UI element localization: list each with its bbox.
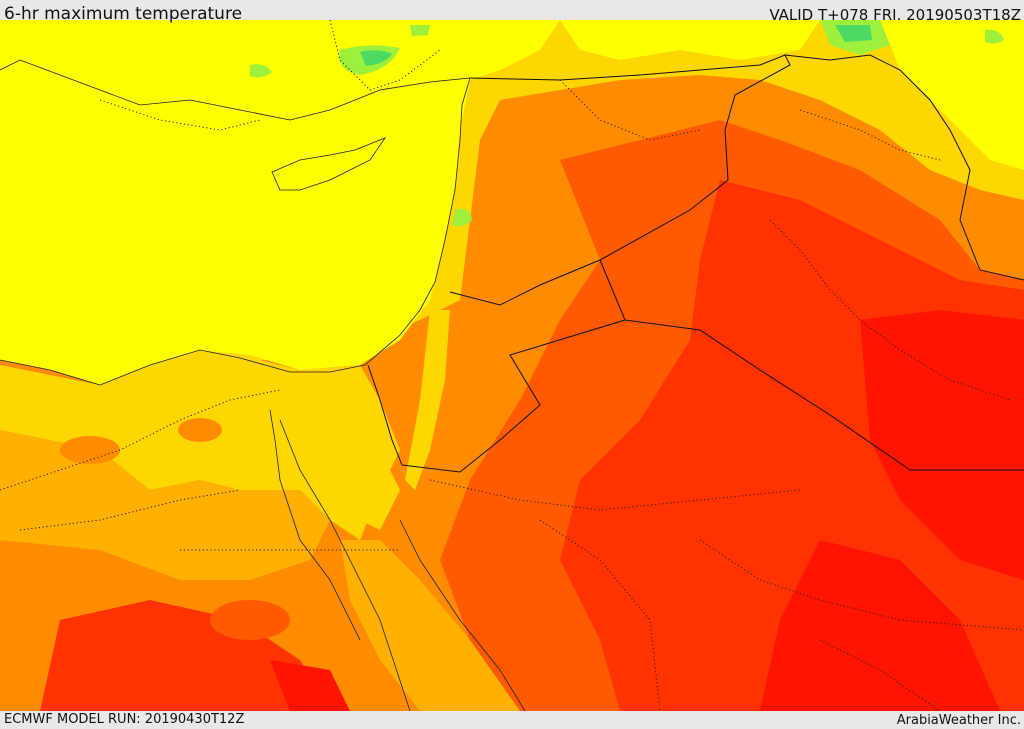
dotted-border-5 [539,519,661,711]
border-egypt-israel [367,364,403,466]
green-patch-6 [410,25,430,36]
green-patch-5 [250,64,272,78]
egypt-orange-yellow [0,430,330,580]
dotted-border-9 [99,99,261,131]
red-core-south [760,540,1000,711]
dotted-border-7 [769,219,1011,401]
model-run-label: ECMWF MODEL RUN: 20190430T12Z [4,712,245,727]
red-core-southwest [40,600,330,711]
egypt-light-orange [0,350,400,540]
northeast-yellow [880,20,1024,170]
turkey-yellow-strip [560,20,820,60]
border-iraq-saudi [624,319,1024,471]
green-patch-4 [835,25,872,42]
cyprus [271,137,387,191]
dotted-border-2 [19,489,241,531]
green-patch-7 [452,208,472,227]
sinai-light [300,440,400,530]
dotted-border-6 [699,539,1024,631]
red-core-east [860,310,1024,580]
credit-label: ArabiaWeather Inc. [896,713,1021,728]
dotted-border-4 [429,479,801,511]
egypt-blob-1 [60,436,120,464]
border-iran-iraq [784,54,1024,281]
egypt-blob-2 [178,418,222,442]
valid-time-label: VALID T+078 FRI. 20190503T18Z [769,6,1021,24]
header-bar [0,0,1024,20]
dotted-border-1 [0,389,281,491]
temperature-map [0,20,1024,711]
nile-river [269,409,361,641]
red-sea-coast [279,419,411,711]
dotted-border-10 [329,20,441,91]
green-patch-2 [360,50,392,66]
map-title: 6-hr maximum temperature [4,4,243,24]
red-sea-coast-east [399,519,526,711]
egypt-blob-3 [210,600,290,640]
med-coastline [0,59,471,386]
jordan-rift-light [405,310,450,490]
footer-bar [0,711,1024,729]
mediterranean-yellow [0,20,560,385]
green-patch-8 [985,29,1004,44]
red-core-sudan [270,660,350,711]
red-sea [340,540,520,711]
border-syria-iraq [449,54,791,306]
